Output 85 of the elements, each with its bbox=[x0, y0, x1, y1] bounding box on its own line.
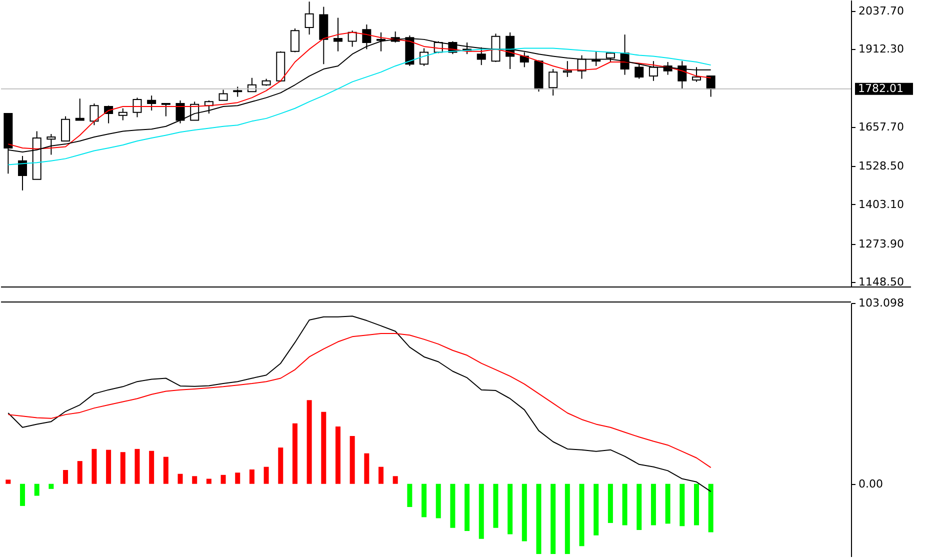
y-tick-label: 1148.50 bbox=[858, 276, 904, 289]
bar bbox=[694, 484, 699, 526]
bar bbox=[306, 400, 312, 484]
bar bbox=[636, 484, 642, 530]
bar bbox=[292, 423, 298, 484]
candlestick bbox=[634, 64, 644, 80]
ref-line-label: 1782.01 bbox=[858, 82, 904, 95]
candlestick bbox=[218, 89, 228, 101]
bar bbox=[106, 450, 112, 484]
candlestick bbox=[233, 86, 242, 98]
bar bbox=[378, 466, 384, 484]
candlestick bbox=[548, 68, 558, 96]
bar bbox=[522, 484, 527, 542]
candlestick bbox=[90, 102, 99, 126]
bar bbox=[178, 474, 183, 484]
bar bbox=[550, 484, 556, 554]
bar bbox=[478, 484, 484, 539]
bar bbox=[622, 484, 628, 526]
candlestick bbox=[420, 48, 429, 66]
line-series bbox=[8, 333, 712, 468]
bar bbox=[220, 474, 226, 484]
bar bbox=[392, 476, 398, 484]
bar bbox=[608, 484, 613, 523]
bar bbox=[450, 484, 456, 528]
bar bbox=[264, 466, 269, 484]
bar bbox=[536, 484, 542, 554]
bar bbox=[48, 484, 54, 489]
bar bbox=[665, 484, 670, 524]
bar bbox=[235, 472, 240, 484]
y-tick-label: 1403.10 bbox=[858, 198, 904, 211]
candlestick bbox=[132, 97, 142, 118]
bar bbox=[680, 484, 685, 526]
candlestick bbox=[147, 95, 156, 111]
bar bbox=[6, 480, 11, 484]
bar bbox=[364, 453, 370, 484]
y-tick-label: 1528.50 bbox=[858, 160, 904, 173]
bar bbox=[564, 484, 570, 554]
candlestick bbox=[18, 155, 28, 191]
candlestick bbox=[161, 102, 170, 117]
bar bbox=[92, 448, 97, 484]
candlestick bbox=[61, 116, 70, 142]
bar bbox=[321, 412, 326, 484]
y-tick-label: 1657.70 bbox=[858, 120, 904, 134]
candlestick bbox=[520, 52, 529, 68]
candlestick bbox=[706, 76, 716, 98]
bar bbox=[249, 469, 254, 484]
bar bbox=[63, 470, 68, 484]
y-tick-label: 1273.90 bbox=[858, 237, 904, 250]
candlestick bbox=[290, 28, 300, 53]
bar bbox=[350, 436, 355, 484]
bar bbox=[77, 461, 82, 484]
bar bbox=[650, 484, 656, 526]
bar bbox=[579, 484, 584, 546]
bar bbox=[422, 484, 427, 518]
bar bbox=[278, 448, 284, 484]
bar bbox=[20, 484, 26, 506]
y-tick-label: 0.00 bbox=[858, 477, 883, 490]
bar bbox=[206, 478, 212, 484]
bar bbox=[149, 450, 154, 484]
candlestick bbox=[648, 60, 658, 82]
candlestick bbox=[176, 100, 185, 124]
candlestick bbox=[692, 66, 701, 82]
bar bbox=[708, 484, 714, 532]
bar bbox=[594, 484, 599, 536]
candlestick bbox=[333, 17, 342, 52]
bar bbox=[192, 476, 198, 484]
bar bbox=[163, 456, 168, 484]
bar bbox=[120, 452, 126, 484]
candlestick bbox=[562, 60, 572, 78]
candlestick bbox=[118, 108, 128, 121]
bar bbox=[436, 484, 441, 518]
y-tick-label: 1912.30 bbox=[858, 42, 904, 56]
candlestick bbox=[75, 98, 84, 121]
bar bbox=[34, 484, 40, 496]
y-tick-label: 2037.70 bbox=[858, 4, 904, 18]
bar bbox=[493, 484, 498, 528]
bar bbox=[407, 484, 412, 508]
bar bbox=[508, 484, 513, 534]
candlestick bbox=[476, 46, 486, 66]
bar bbox=[335, 426, 340, 484]
y-tick-label: 103.098 bbox=[858, 296, 904, 310]
candlestick bbox=[348, 30, 357, 48]
bar bbox=[134, 448, 140, 484]
line-series bbox=[8, 316, 712, 492]
bar bbox=[464, 484, 470, 532]
